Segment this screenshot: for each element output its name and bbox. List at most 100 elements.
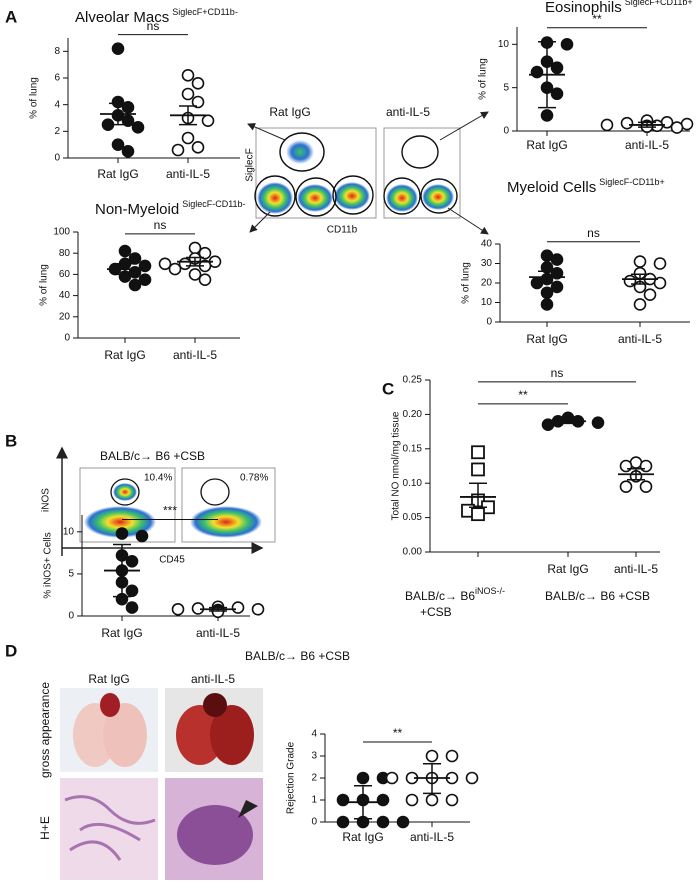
x-tick-label: Rat IgG — [97, 167, 138, 181]
data-point — [121, 145, 135, 158]
panel-letter: B — [5, 431, 17, 450]
data-point — [131, 121, 145, 134]
chart-title: Non-Myeloid SiglecF-CD11b- — [95, 199, 246, 218]
title-sup: SiglecF-CD11b+ — [599, 177, 665, 187]
gate-percent: 0.78% — [240, 473, 268, 484]
data-point — [425, 749, 439, 763]
y-axis-label: Total NO nmol/mg tissue — [391, 411, 402, 520]
data-point — [425, 793, 439, 807]
data-point — [623, 274, 637, 288]
title-sup: SiglecF+CD11b- — [172, 7, 238, 17]
y-tick-label: 3 — [311, 751, 317, 762]
y-tick-label: 0 — [68, 611, 74, 622]
significance-label: ns — [587, 226, 600, 240]
y-tick-label: 10 — [481, 297, 493, 308]
y-tick-label: 80 — [59, 248, 71, 259]
arrow — [249, 211, 271, 233]
y-tick-label: 4 — [311, 729, 317, 740]
flow-axis-label: CD11b — [327, 225, 358, 236]
data-point — [560, 38, 574, 51]
y-tick-label: 20 — [481, 278, 493, 289]
data-point — [550, 87, 564, 101]
data-point — [231, 601, 245, 614]
data-point — [158, 257, 172, 271]
significance-label: ** — [518, 388, 528, 402]
y-tick-label: 30 — [481, 258, 493, 269]
data-point — [356, 771, 370, 785]
data-point — [111, 138, 125, 151]
title-sup: SiglecF+CD11b+ — [625, 0, 693, 7]
data-point — [181, 87, 195, 101]
y-axis-label: % of lung — [29, 77, 40, 119]
data-point — [178, 257, 192, 271]
y-tick-label: 8 — [54, 46, 60, 57]
flow-plots-a: Rat IgG anti-IL-5 SiglecF CD11b — [245, 105, 489, 236]
data-point — [633, 255, 647, 268]
data-point — [670, 121, 684, 134]
x-tick-label: Rat IgG — [547, 562, 588, 576]
flow-gate — [254, 175, 296, 217]
x-tick-label: Rat IgG — [342, 830, 383, 844]
data-point — [376, 815, 390, 829]
heart — [100, 693, 120, 717]
data-point — [639, 459, 653, 473]
arrow — [247, 123, 286, 141]
data-point — [191, 141, 205, 154]
lung-lobe — [176, 705, 224, 765]
y-tick-label: 6 — [54, 73, 60, 84]
condition-label: BALB/c→ B6 +CSB — [100, 449, 205, 463]
flow-sample: anti-IL-5 — [386, 105, 430, 119]
data-point — [376, 793, 390, 807]
y-tick-label: 0.15 — [403, 443, 423, 454]
flow-axis-label: CD45 — [159, 555, 185, 566]
data-point — [125, 584, 139, 598]
flow-density — [190, 506, 262, 538]
flow-gate — [332, 175, 374, 215]
flow-density — [386, 184, 418, 212]
title-text: Eosinophils — [545, 0, 622, 16]
data-point — [653, 257, 667, 270]
data-point — [396, 815, 410, 829]
y-tick-label: 60 — [59, 269, 71, 280]
data-point — [171, 143, 185, 157]
data-point — [445, 749, 459, 763]
y-tick-label: 0.20 — [403, 409, 423, 420]
data-point — [128, 252, 142, 265]
data-point — [201, 114, 215, 127]
y-axis-label: % of lung — [478, 58, 489, 100]
flow-gate — [383, 177, 421, 215]
data-point — [168, 262, 182, 276]
condition-text: BALB/c→ B6 — [405, 589, 475, 603]
tissue — [64, 795, 156, 861]
x-tick-label: anti-IL-5 — [625, 138, 669, 152]
significance-label: ns — [551, 366, 564, 380]
y-tick-label: 0 — [64, 333, 70, 344]
condition-label: BALB/c→ B6 +CSB — [245, 649, 350, 663]
y-tick-label: 2 — [311, 773, 317, 784]
data-point — [171, 602, 185, 616]
data-point — [191, 77, 205, 90]
x-tick-label: Rat IgG — [101, 626, 142, 640]
y-axis-label: % iNOS+ Cells — [43, 532, 54, 598]
condition-label: BALB/c→ B6 +CSB — [545, 589, 650, 603]
data-point — [471, 507, 485, 522]
chart-title: Myeloid Cells SiglecF-CD11b+ — [507, 177, 665, 196]
flow-gate — [200, 478, 230, 506]
flow-density — [257, 182, 293, 214]
condition-sup: iNOS-/- — [475, 586, 505, 596]
arrow — [439, 111, 489, 141]
data-point — [540, 286, 554, 300]
y-tick-label: 5 — [503, 82, 509, 93]
data-point — [550, 266, 564, 280]
data-point — [639, 480, 653, 493]
x-tick-label: anti-IL-5 — [618, 332, 662, 346]
x-tick-label: Rat IgG — [104, 348, 145, 362]
y-tick-label: 40 — [481, 239, 493, 250]
title-text: Alveolar Macs — [75, 9, 169, 26]
condition-label: +CSB — [420, 605, 452, 619]
y-tick-label: 2 — [54, 126, 60, 137]
data-point — [125, 601, 139, 614]
y-axis-label: % of lung — [461, 262, 472, 304]
data-point — [530, 65, 544, 79]
